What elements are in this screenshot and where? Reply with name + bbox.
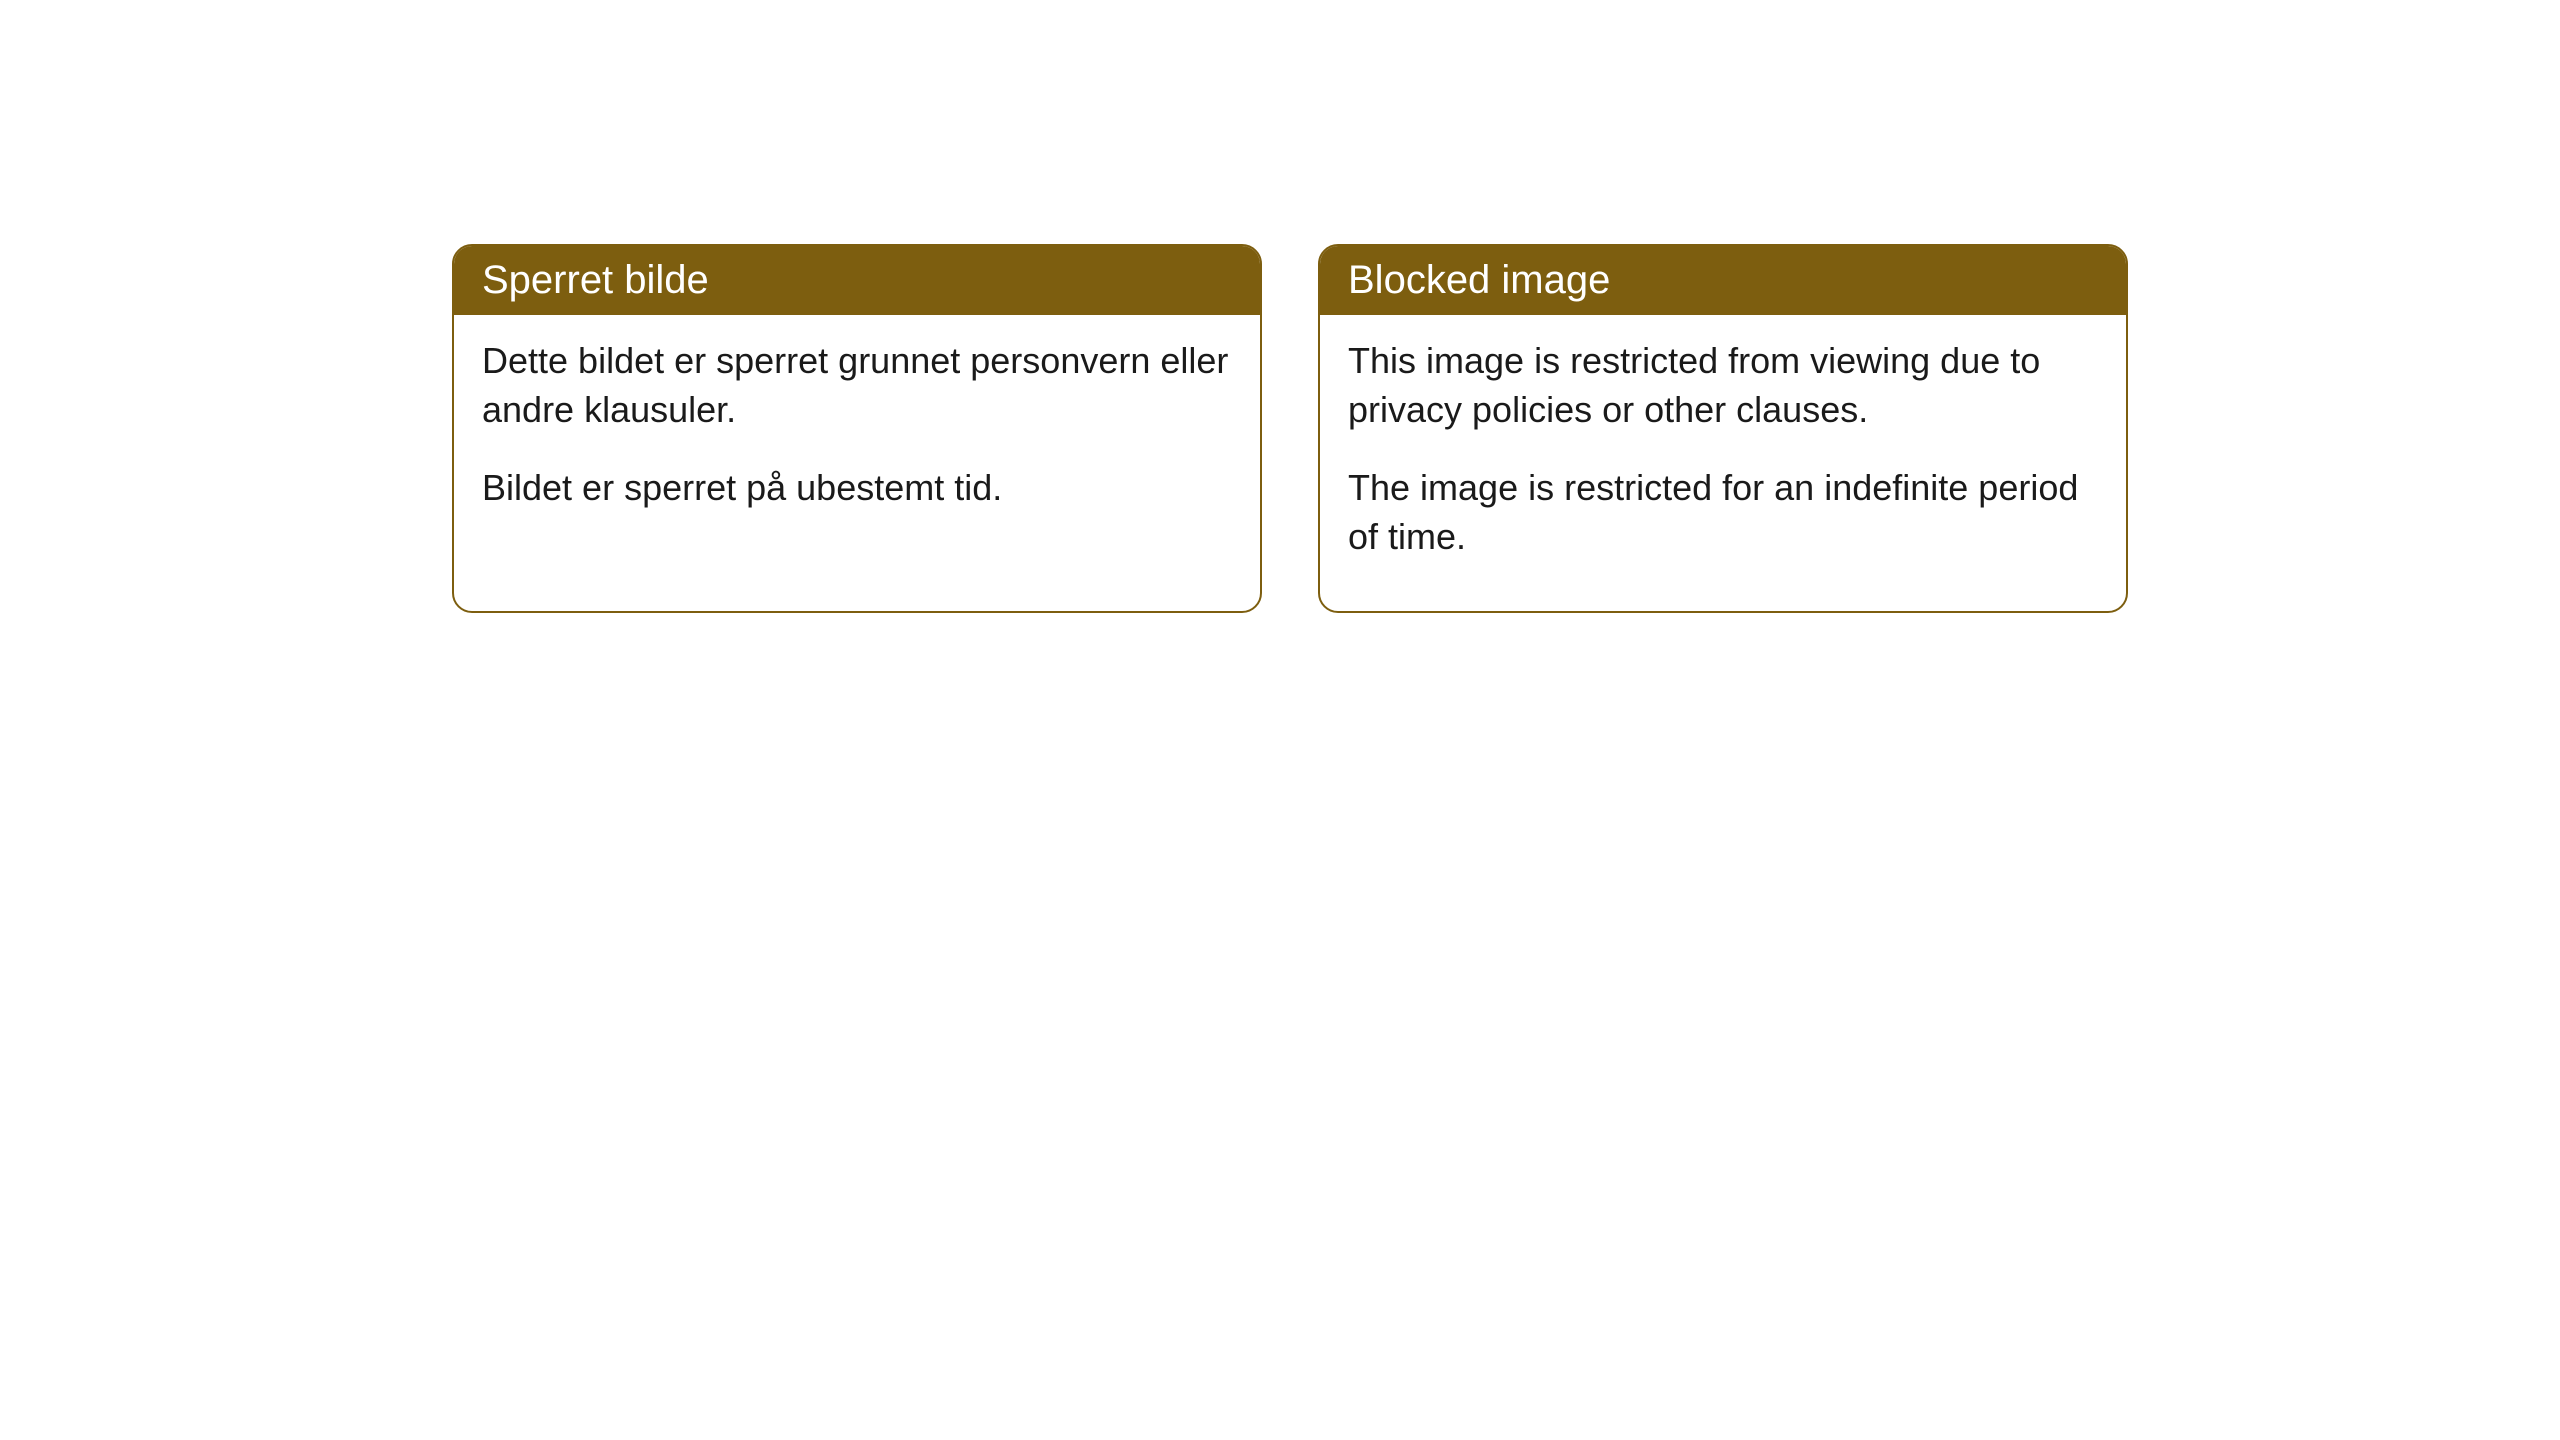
- card-paragraph-no-1: Dette bildet er sperret grunnet personve…: [482, 337, 1232, 434]
- card-body-no: Dette bildet er sperret grunnet personve…: [454, 315, 1260, 563]
- card-paragraph-en-1: This image is restricted from viewing du…: [1348, 337, 2098, 434]
- card-paragraph-no-2: Bildet er sperret på ubestemt tid.: [482, 464, 1232, 513]
- cards-container: Sperret bilde Dette bildet er sperret gr…: [0, 0, 2560, 613]
- card-title-no: Sperret bilde: [482, 258, 709, 302]
- blocked-image-card-en: Blocked image This image is restricted f…: [1318, 244, 2128, 613]
- card-title-en: Blocked image: [1348, 258, 1610, 302]
- card-body-en: This image is restricted from viewing du…: [1320, 315, 2126, 611]
- blocked-image-card-no: Sperret bilde Dette bildet er sperret gr…: [452, 244, 1262, 613]
- card-paragraph-en-2: The image is restricted for an indefinit…: [1348, 464, 2098, 561]
- card-header-en: Blocked image: [1320, 246, 2126, 315]
- card-header-no: Sperret bilde: [454, 246, 1260, 315]
